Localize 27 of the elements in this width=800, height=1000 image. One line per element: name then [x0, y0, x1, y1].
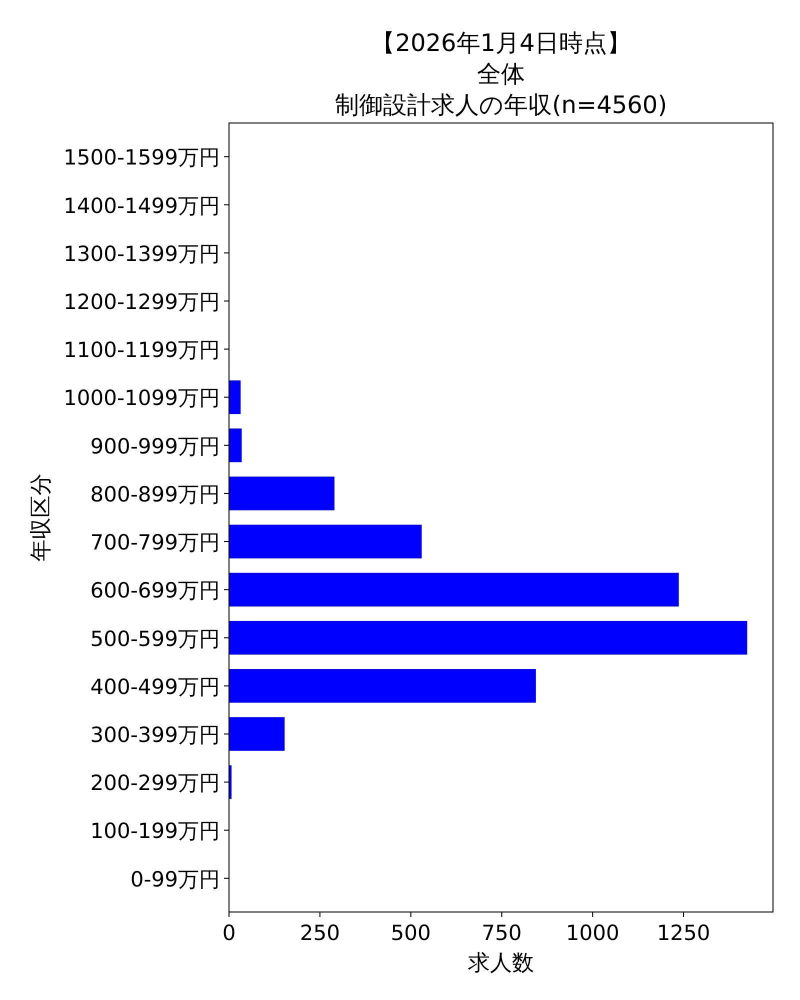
- x-tick-label: 1250: [656, 921, 710, 945]
- y-tick-label: 100-199万円: [90, 819, 220, 844]
- y-tick-label: 200-299万円: [90, 771, 220, 796]
- y-tick-label: 700-799万円: [90, 530, 220, 555]
- x-tick-label: 0: [222, 921, 236, 945]
- x-tick-label: 250: [300, 921, 340, 945]
- y-tick-label: 300-399万円: [90, 722, 220, 747]
- x-axis-title: 求人数: [468, 951, 534, 976]
- y-tick-label: 1200-1299万円: [64, 290, 220, 314]
- chart-subtitle: 全体: [477, 60, 525, 88]
- y-tick-label: 0-99万円: [130, 867, 220, 892]
- text: 制御設計求人の年収(n=4560): [334, 91, 668, 119]
- y-tick-label: 1000-1099万円: [64, 386, 220, 410]
- x-tick-label: 750: [482, 921, 522, 945]
- y-tick-label: 1400-1499万円: [64, 194, 220, 218]
- y-tick-label: 400-499万円: [90, 674, 220, 699]
- y-tick-label: 900-999万円: [90, 434, 220, 458]
- y-tick-label: 1500-1599万円: [64, 146, 220, 170]
- chart-title: 【2026年1月4日時点】: [371, 29, 631, 57]
- y-tick-label: 500-599万円: [90, 626, 220, 651]
- y-tick-label: 800-899万円: [90, 482, 220, 506]
- y-tick-label: 1100-1199万円: [64, 338, 220, 362]
- x-tick-label: 1000: [566, 921, 620, 945]
- x-tick-label: 500: [390, 921, 431, 945]
- y-tick-label: 1300-1399万円: [64, 242, 220, 266]
- y-tick-label: 600-699万円: [90, 578, 220, 603]
- y-axis-title: 年収区分: [29, 474, 54, 562]
